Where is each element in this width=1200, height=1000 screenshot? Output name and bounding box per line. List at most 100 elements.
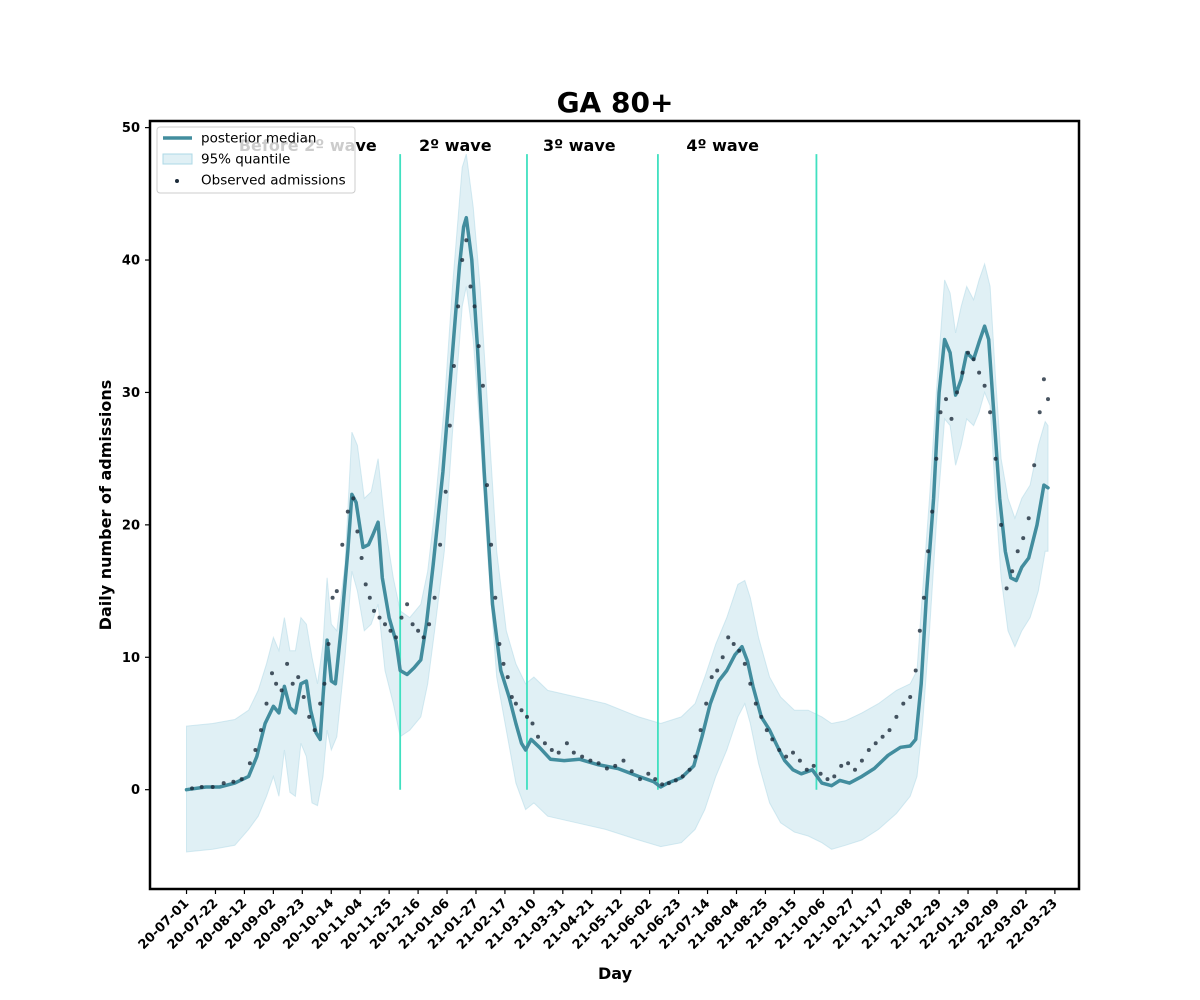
- observed-point: [887, 728, 892, 733]
- observed-point: [797, 758, 802, 763]
- observed-point: [399, 615, 404, 620]
- observed-point: [351, 496, 356, 501]
- observed-point: [451, 364, 456, 368]
- observed-point: [345, 509, 350, 514]
- observed-point: [549, 748, 554, 752]
- observed-point: [687, 767, 692, 772]
- observed-point: [1010, 569, 1015, 574]
- observed-point: [955, 390, 959, 395]
- observed-point: [290, 681, 295, 686]
- observed-point: [693, 754, 698, 759]
- observed-point: [505, 675, 510, 680]
- observed-point: [410, 622, 415, 627]
- legend-band-swatch: [162, 153, 193, 165]
- observed-point: [355, 529, 360, 534]
- y-axis: 0 10 20 30 40 50: [122, 121, 150, 798]
- legend-dot-swatch: [175, 179, 179, 183]
- observed-point: [318, 701, 323, 706]
- observed-point: [811, 763, 816, 768]
- plot-frame: [148, 119, 1081, 891]
- observed-point: [388, 628, 393, 633]
- observed-point: [571, 750, 576, 755]
- observed-point: [253, 748, 258, 752]
- chart-title: GA 80+: [557, 86, 674, 119]
- observed-point: [536, 734, 540, 739]
- observed-point: [960, 370, 965, 375]
- observed-point: [666, 781, 671, 786]
- observed-point: [199, 785, 204, 789]
- observed-point: [859, 758, 864, 763]
- observed-point: [312, 728, 317, 733]
- legend-label: Observed admissions: [201, 173, 346, 189]
- observed-point: [839, 763, 844, 768]
- observed-point: [917, 628, 922, 633]
- observed-point: [613, 763, 618, 768]
- observed-point: [480, 383, 485, 388]
- observed-point: [709, 675, 714, 680]
- observed-point: [999, 522, 1004, 527]
- observed-point: [1046, 397, 1050, 402]
- observed-point: [330, 595, 335, 600]
- observed-point: [934, 456, 939, 461]
- observed-point: [460, 258, 465, 262]
- observed-point: [394, 635, 398, 640]
- observed-point: [1004, 586, 1009, 591]
- observed-point: [519, 708, 524, 713]
- observed-point: [894, 714, 899, 719]
- observed-point: [938, 410, 943, 415]
- observed-point: [629, 769, 634, 774]
- y-axis-label: Daily number of admissions: [96, 380, 115, 631]
- observed-point: [930, 509, 935, 514]
- observed-point: [621, 758, 626, 763]
- observed-point: [966, 350, 970, 355]
- observed-point: [1021, 536, 1026, 541]
- observed-point: [949, 416, 954, 421]
- observed-point: [698, 728, 703, 733]
- observed-point: [673, 778, 678, 783]
- observed-point: [239, 777, 244, 782]
- observed-point: [1015, 549, 1020, 554]
- wave-label-2: 2º wave: [419, 136, 492, 155]
- observed-point: [530, 721, 535, 726]
- observed-point: [493, 595, 498, 600]
- observed-point: [221, 781, 226, 786]
- observed-point: [982, 383, 987, 388]
- observed-point: [501, 661, 506, 666]
- observed-point: [468, 284, 473, 289]
- observed-point: [748, 681, 753, 686]
- observed-point: [556, 750, 561, 755]
- observed-point: [921, 595, 926, 600]
- observed-point: [588, 758, 593, 763]
- observed-point: [359, 556, 364, 560]
- observed-point: [653, 777, 658, 782]
- observed-point: [334, 589, 339, 594]
- posterior-median-line: [184, 215, 1050, 792]
- observed-point: [804, 767, 809, 772]
- observed-point: [853, 767, 857, 772]
- observed-point: [604, 766, 609, 771]
- observed-point: [285, 661, 290, 666]
- observed-point: [427, 622, 432, 627]
- observed-point: [472, 304, 477, 309]
- y-tick-label: 10: [122, 651, 140, 666]
- observed-point: [720, 655, 725, 660]
- observed-point: [880, 734, 885, 739]
- observed-point: [322, 681, 327, 686]
- observed-point: [646, 771, 651, 776]
- observed-point: [977, 370, 982, 375]
- observed-point: [405, 602, 410, 607]
- observed-point: [944, 397, 948, 402]
- x-axis: 20-07-0120-07-2220-08-1220-09-0220-09-23…: [136, 889, 1061, 953]
- observed-point: [264, 701, 269, 706]
- observed-point: [993, 456, 998, 461]
- observed-point: [791, 750, 795, 755]
- observed-point: [307, 714, 312, 719]
- observed-point: [988, 410, 993, 415]
- observed-point: [596, 761, 601, 766]
- observed-point: [638, 777, 642, 782]
- observed-point: [901, 701, 906, 706]
- observed-point: [580, 754, 585, 759]
- y-tick-label: 30: [122, 386, 140, 401]
- observed-point: [971, 357, 976, 362]
